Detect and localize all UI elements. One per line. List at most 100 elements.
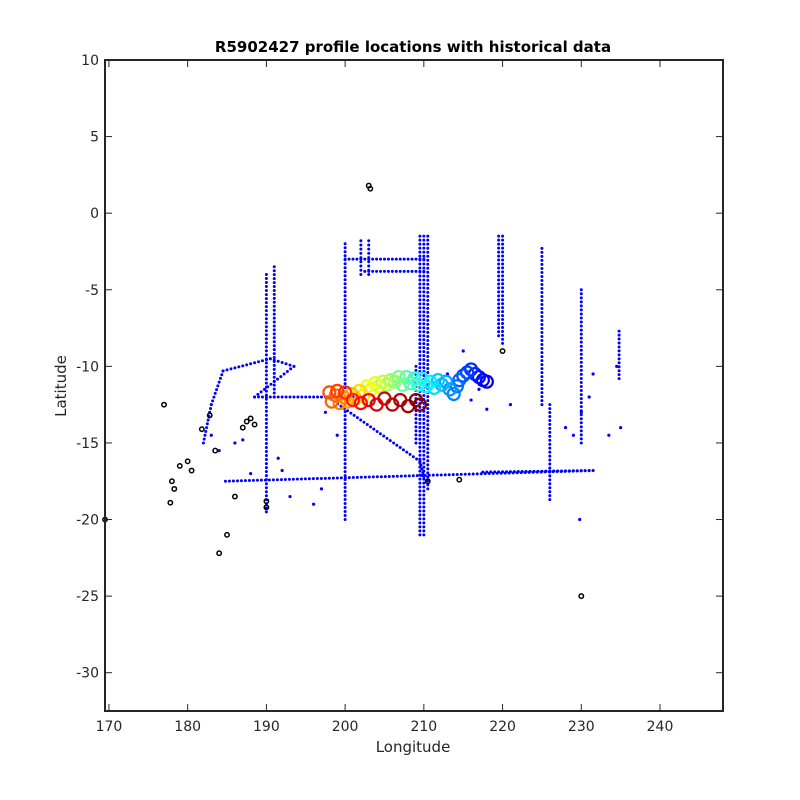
historical-point bbox=[422, 374, 426, 378]
historical-point bbox=[426, 234, 430, 238]
historical-point bbox=[257, 395, 261, 399]
historical-point bbox=[501, 298, 505, 302]
historical-point bbox=[415, 457, 419, 461]
historical-point bbox=[497, 326, 501, 330]
historical-point bbox=[540, 315, 544, 319]
historical-point bbox=[422, 322, 426, 326]
historical-point bbox=[259, 478, 263, 482]
x-tick-label: 240 bbox=[647, 719, 674, 735]
historical-point bbox=[367, 239, 371, 243]
historical-point bbox=[540, 258, 544, 262]
historical-point bbox=[418, 258, 422, 262]
historical-point bbox=[548, 486, 552, 490]
historical-point bbox=[418, 362, 422, 366]
historical-point bbox=[275, 478, 279, 482]
historical-point bbox=[382, 434, 386, 438]
historical-point bbox=[299, 477, 303, 481]
historical-point bbox=[201, 441, 205, 445]
historical-point bbox=[287, 477, 291, 481]
historical-point bbox=[327, 476, 331, 480]
historical-point bbox=[422, 306, 426, 310]
historical-point bbox=[343, 482, 347, 486]
historical-point bbox=[426, 479, 430, 483]
historical-point bbox=[209, 403, 213, 407]
historical-point bbox=[343, 514, 347, 518]
historical-point bbox=[388, 439, 392, 443]
historical-point bbox=[418, 413, 422, 417]
coastline-point bbox=[247, 415, 254, 422]
historical-point bbox=[540, 331, 544, 335]
historical-point bbox=[418, 234, 422, 238]
float-profile-point bbox=[324, 394, 339, 409]
historical-point bbox=[264, 454, 268, 458]
historical-point bbox=[426, 282, 430, 286]
y-tick-label: 0 bbox=[90, 206, 99, 222]
historical-point bbox=[264, 325, 268, 329]
float-profile-point bbox=[338, 385, 353, 400]
historical-point bbox=[264, 389, 268, 393]
historical-point bbox=[426, 359, 430, 363]
historical-point bbox=[418, 517, 422, 521]
historical-point bbox=[619, 426, 623, 430]
x-tick-label: 200 bbox=[332, 719, 359, 735]
historical-point bbox=[540, 294, 544, 298]
historical-point bbox=[335, 476, 339, 480]
historical-point bbox=[426, 467, 430, 471]
historical-point bbox=[351, 476, 355, 480]
historical-point bbox=[359, 247, 363, 251]
historical-point bbox=[343, 506, 347, 510]
historical-point bbox=[319, 476, 323, 480]
historical-point bbox=[343, 290, 347, 294]
historical-point bbox=[426, 334, 430, 338]
historical-point bbox=[418, 441, 422, 445]
historical-point bbox=[272, 359, 276, 363]
historical-point bbox=[501, 337, 505, 341]
historical-point bbox=[264, 445, 268, 449]
historical-point bbox=[343, 346, 347, 350]
historical-point bbox=[418, 294, 422, 298]
historical-point bbox=[501, 290, 505, 294]
historical-point bbox=[359, 251, 363, 255]
historical-point bbox=[497, 314, 501, 318]
historical-point bbox=[548, 438, 552, 442]
historical-point bbox=[540, 359, 544, 363]
historical-point bbox=[461, 349, 465, 353]
coastline-point bbox=[206, 412, 213, 419]
historical-point bbox=[414, 425, 418, 429]
historical-point bbox=[343, 306, 347, 310]
historical-point bbox=[272, 316, 276, 320]
historical-point bbox=[579, 340, 583, 344]
historical-point bbox=[617, 345, 621, 349]
historical-point bbox=[422, 421, 426, 425]
historical-point bbox=[418, 449, 422, 453]
historical-point bbox=[253, 395, 257, 399]
historical-point bbox=[418, 445, 422, 449]
historical-point bbox=[418, 533, 422, 537]
historical-point bbox=[617, 353, 621, 357]
historical-point bbox=[272, 281, 276, 285]
historical-point bbox=[406, 257, 410, 261]
historical-point bbox=[347, 476, 351, 480]
historical-point bbox=[587, 469, 591, 473]
historical-point bbox=[548, 478, 552, 482]
historical-point bbox=[312, 502, 316, 506]
y-tick-label: -30 bbox=[76, 666, 99, 682]
coastline-point bbox=[239, 424, 246, 431]
historical-point bbox=[264, 433, 268, 437]
historical-point bbox=[481, 470, 485, 474]
historical-point bbox=[272, 324, 276, 328]
historical-point bbox=[308, 395, 312, 399]
historical-point bbox=[414, 421, 418, 425]
historical-point bbox=[264, 280, 268, 284]
historical-point bbox=[501, 302, 505, 306]
historical-point bbox=[579, 300, 583, 304]
historical-point bbox=[426, 350, 430, 354]
historical-point bbox=[477, 387, 481, 391]
historical-point bbox=[391, 474, 395, 478]
historical-point bbox=[426, 367, 430, 371]
historical-point bbox=[426, 415, 430, 419]
x-tick-label: 190 bbox=[253, 719, 280, 735]
historical-point bbox=[418, 485, 422, 489]
historical-point bbox=[405, 450, 409, 454]
historical-point bbox=[579, 320, 583, 324]
